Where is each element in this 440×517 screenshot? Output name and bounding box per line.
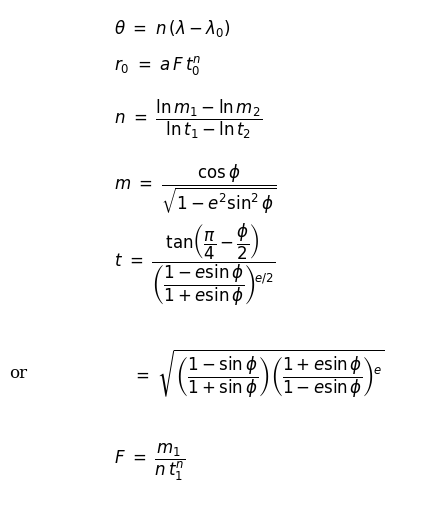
Text: $t \ = \ \dfrac{\tan\!\left(\dfrac{\pi}{4} - \dfrac{\phi}{2}\right)}{\left(\dfra: $t \ = \ \dfrac{\tan\!\left(\dfrac{\pi}{…: [114, 221, 276, 308]
Text: $n \ = \ \dfrac{\ln m_1 - \ln m_2}{\ln t_1 - \ln t_2}$: $n \ = \ \dfrac{\ln m_1 - \ln m_2}{\ln t…: [114, 97, 262, 141]
Text: $m \ = \ \dfrac{\cos \phi}{\sqrt{1 - e^2 \sin^2 \phi}}$: $m \ = \ \dfrac{\cos \phi}{\sqrt{1 - e^2…: [114, 162, 277, 216]
Text: $= \ \sqrt{\left(\dfrac{1 - \sin \phi}{1 + \sin \phi}\right)\left(\dfrac{1 + e \: $= \ \sqrt{\left(\dfrac{1 - \sin \phi}{1…: [132, 347, 385, 400]
Text: $r_0 \ = \ a \, F \, t_0^{n}$: $r_0 \ = \ a \, F \, t_0^{n}$: [114, 54, 202, 77]
Text: or: or: [9, 365, 27, 382]
Text: $F \ = \ \dfrac{m_1}{n \, t_1^{n}}$: $F \ = \ \dfrac{m_1}{n \, t_1^{n}}$: [114, 442, 186, 483]
Text: $\theta \ = \ n \, (\lambda - \lambda_0)$: $\theta \ = \ n \, (\lambda - \lambda_0)…: [114, 18, 231, 39]
